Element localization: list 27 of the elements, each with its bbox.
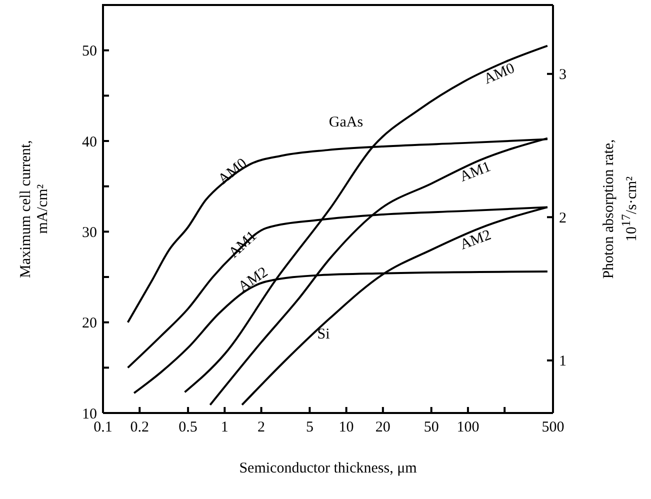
x-axis-title: Semiconductor thickness, μm	[239, 460, 417, 478]
annotation: Si	[317, 326, 330, 344]
x-tick-label: 100	[456, 420, 480, 436]
y-tick-label: 30	[82, 224, 97, 241]
x-tick-label: 0.1	[94, 420, 112, 436]
x-tick-label: 10	[338, 420, 354, 436]
y-tick-label: 10	[82, 406, 97, 422]
y2-tick-label: 2	[559, 210, 566, 226]
y-axis-title: Maximum cell current, mA/cm²	[18, 140, 52, 278]
annotation: AM2	[458, 227, 494, 254]
y2-tick-label: 3	[559, 67, 566, 84]
y-tick-label: 20	[82, 316, 97, 332]
annotation: AM1	[458, 158, 494, 186]
x-tick-label: 1	[220, 420, 228, 436]
x-tick-label: 5	[306, 420, 314, 436]
annotation: AM2	[236, 264, 271, 296]
x-tick-label: 0.5	[178, 420, 198, 436]
annotation: GaAs	[328, 114, 364, 132]
x-tick-label: 20	[375, 420, 390, 436]
annotation: AM0	[482, 60, 518, 88]
y-tick-label: 50	[82, 44, 97, 60]
y-tick-label: 40	[82, 134, 97, 150]
x-tick-label: 0.2	[130, 420, 149, 436]
x-tick-label: 2	[258, 420, 266, 436]
x-tick-label: 500	[542, 420, 564, 436]
x-tick-label: 50	[424, 420, 439, 436]
y2-tick-label: 1	[559, 354, 566, 370]
